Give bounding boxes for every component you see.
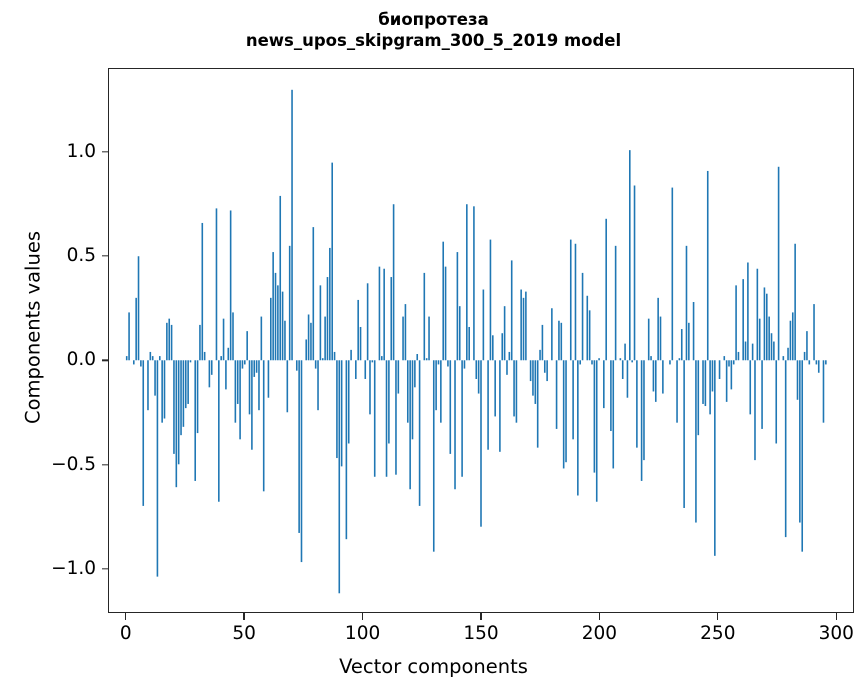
x-tick-label: 0 xyxy=(119,623,132,644)
x-tick-label: 150 xyxy=(463,623,499,644)
y-tick-mark xyxy=(101,150,109,153)
y-tick-mark xyxy=(101,568,109,570)
y-tick-label: 0.0 xyxy=(66,349,96,371)
x-axis-label: Vector components xyxy=(339,655,528,678)
x-tick-mark xyxy=(243,613,245,620)
x-tick-label: 50 xyxy=(232,623,256,644)
x-tick-mark xyxy=(480,613,482,620)
x-tick-label: 250 xyxy=(700,623,736,644)
x-tick-mark xyxy=(125,613,127,620)
chart-title: биопротеза news_upos_skipgram_300_5_2019… xyxy=(0,9,867,51)
chart-title-line-2: news_upos_skipgram_300_5_2019 model xyxy=(245,31,622,50)
plot-area xyxy=(108,68,854,613)
y-axis-label: Components values xyxy=(21,231,45,424)
y-tick-label: 1.0 xyxy=(66,140,96,162)
bar-series xyxy=(125,89,827,594)
y-tick-mark xyxy=(101,255,109,257)
y-tick-label: −0.5 xyxy=(51,453,96,475)
x-tick-mark xyxy=(835,613,837,620)
x-tick-label: 100 xyxy=(344,623,381,644)
x-tick-label: 200 xyxy=(581,623,618,644)
x-tick-mark xyxy=(717,613,719,620)
chart-title-line-1: биопротеза xyxy=(378,10,489,29)
y-tick-label: 0.5 xyxy=(66,244,96,266)
y-tick-mark xyxy=(101,359,109,361)
y-tick-label: −1.0 xyxy=(51,557,96,579)
x-tick-label: 300 xyxy=(818,623,854,644)
y-tick-mark xyxy=(101,464,109,466)
x-tick-mark xyxy=(361,613,364,620)
x-tick-mark xyxy=(598,613,601,620)
y-tick-label-group: −1.0 −0.5 0.0 0.5 1.0 xyxy=(0,0,96,696)
